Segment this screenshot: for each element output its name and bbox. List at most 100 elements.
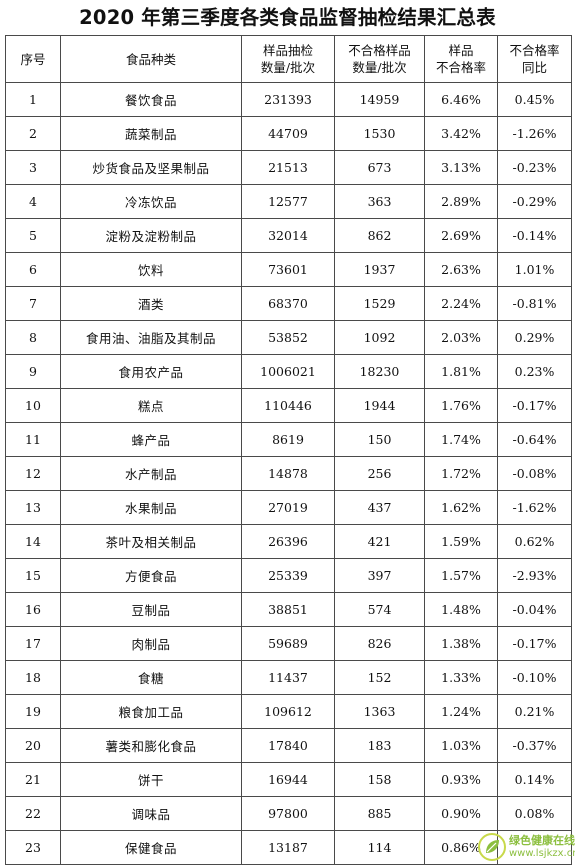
table-row: 10 糕点 110446 1944 1.76% -0.17% — [5, 388, 572, 423]
table-row: 13 水果制品 27019 437 1.62% -1.62% — [5, 490, 572, 525]
cell-yoy: 0.45% — [497, 82, 572, 117]
cell-yoy: 1.01% — [497, 252, 572, 287]
table-row: 8 食用油、油脂及其制品 53852 1092 2.03% 0.29% — [5, 320, 572, 355]
table-row: 7 酒类 68370 1529 2.24% -0.81% — [5, 286, 572, 321]
cell-category: 炒货食品及坚果制品 — [60, 150, 242, 185]
cell-rate: 1.74% — [424, 422, 498, 457]
cell-failed: 574 — [334, 592, 425, 627]
leaf-logo-icon — [478, 833, 506, 861]
header-failed-line1: 不合格样品 — [348, 43, 411, 58]
cell-failed: 256 — [334, 456, 425, 491]
cell-samples: 14878 — [241, 456, 335, 491]
cell-index: 3 — [5, 150, 61, 185]
table-row: 19 粮食加工品 109612 1363 1.24% 0.21% — [5, 694, 572, 729]
cell-rate: 1.24% — [424, 694, 498, 729]
header-yoy: 不合格率 同比 — [497, 35, 572, 83]
cell-rate: 6.46% — [424, 82, 498, 117]
cell-samples: 97800 — [241, 796, 335, 831]
cell-failed: 363 — [334, 184, 425, 219]
cell-index: 17 — [5, 626, 61, 661]
cell-yoy: -0.29% — [497, 184, 572, 219]
cell-rate: 1.81% — [424, 354, 498, 389]
header-category: 食品种类 — [60, 35, 242, 83]
cell-rate: 1.38% — [424, 626, 498, 661]
cell-failed: 437 — [334, 490, 425, 525]
cell-rate: 0.93% — [424, 762, 498, 797]
cell-failed: 18230 — [334, 354, 425, 389]
cell-yoy: -0.37% — [497, 728, 572, 763]
cell-rate: 2.03% — [424, 320, 498, 355]
cell-category: 调味品 — [60, 796, 242, 831]
header-failed-line2: 数量/批次 — [352, 60, 407, 75]
cell-category: 蜂产品 — [60, 422, 242, 457]
cell-yoy: -0.08% — [497, 456, 572, 491]
cell-samples: 26396 — [241, 524, 335, 559]
cell-failed: 1363 — [334, 694, 425, 729]
cell-failed: 152 — [334, 660, 425, 695]
cell-rate: 2.24% — [424, 286, 498, 321]
table-row: 15 方便食品 25339 397 1.57% -2.93% — [5, 558, 572, 593]
cell-rate: 3.13% — [424, 150, 498, 185]
cell-failed: 673 — [334, 150, 425, 185]
cell-rate: 1.72% — [424, 456, 498, 491]
header-samples-line2: 数量/批次 — [260, 60, 316, 75]
table-row: 20 薯类和膨化食品 17840 183 1.03% -0.37% — [5, 728, 572, 763]
cell-category: 淀粉及淀粉制品 — [60, 218, 242, 253]
page-title: 2020 年第三季度各类食品监督抽检结果汇总表 — [79, 6, 496, 29]
cell-samples: 109612 — [241, 694, 335, 729]
cell-category: 食用油、油脂及其制品 — [60, 320, 242, 355]
cell-failed: 150 — [334, 422, 425, 457]
cell-index: 2 — [5, 116, 61, 151]
cell-failed: 1937 — [334, 252, 425, 287]
cell-samples: 1006021 — [241, 354, 335, 389]
cell-category: 保健食品 — [60, 830, 242, 865]
cell-yoy: -0.17% — [497, 388, 572, 423]
header-samples: 样品抽检 数量/批次 — [241, 35, 335, 83]
cell-category: 食用农产品 — [60, 354, 242, 389]
cell-category: 肉制品 — [60, 626, 242, 661]
cell-category: 饮料 — [60, 252, 242, 287]
cell-yoy: -0.17% — [497, 626, 572, 661]
cell-index: 11 — [5, 422, 61, 457]
cell-yoy: 0.21% — [497, 694, 572, 729]
cell-category: 冷冻饮品 — [60, 184, 242, 219]
cell-samples: 38851 — [241, 592, 335, 627]
cell-samples: 44709 — [241, 116, 335, 151]
cell-failed: 885 — [334, 796, 425, 831]
cell-failed: 14959 — [334, 82, 425, 117]
cell-index: 15 — [5, 558, 61, 593]
cell-category: 糕点 — [60, 388, 242, 423]
cell-index: 22 — [5, 796, 61, 831]
inspection-summary-table: 序号 食品种类 样品抽检 数量/批次 不合格样品 数量/批次 样品 不合格率 不… — [5, 35, 572, 865]
cell-yoy: 0.14% — [497, 762, 572, 797]
cell-failed: 183 — [334, 728, 425, 763]
cell-failed: 1530 — [334, 116, 425, 151]
cell-yoy — [497, 830, 572, 865]
cell-index: 16 — [5, 592, 61, 627]
cell-samples: 27019 — [241, 490, 335, 525]
cell-category: 水果制品 — [60, 490, 242, 525]
cell-samples: 68370 — [241, 286, 335, 321]
cell-index: 8 — [5, 320, 61, 355]
table-row: 23 保健食品 13187 114 0.86% — [5, 830, 572, 865]
cell-yoy: -0.23% — [497, 150, 572, 185]
cell-index: 5 — [5, 218, 61, 253]
table-row: 6 饮料 73601 1937 2.63% 1.01% — [5, 252, 572, 287]
cell-failed: 1944 — [334, 388, 425, 423]
cell-failed: 114 — [334, 830, 425, 865]
cell-category: 豆制品 — [60, 592, 242, 627]
table-row: 18 食糖 11437 152 1.33% -0.10% — [5, 660, 572, 695]
cell-samples: 8619 — [241, 422, 335, 457]
watermark: 绿色健康在线 www.lsjkzx.cn — [477, 829, 575, 865]
cell-rate: 1.59% — [424, 524, 498, 559]
header-failed: 不合格样品 数量/批次 — [334, 35, 425, 83]
cell-yoy: -0.10% — [497, 660, 572, 695]
table-body: 1 餐饮食品 231393 14959 6.46% 0.45% 2 蔬菜制品 44709 1530… — [5, 82, 572, 865]
cell-yoy: 0.62% — [497, 524, 572, 559]
table-row: 9 食用农产品 1006021 18230 1.81% 0.23% — [5, 354, 572, 389]
cell-failed: 1529 — [334, 286, 425, 321]
cell-failed: 397 — [334, 558, 425, 593]
cell-index: 9 — [5, 354, 61, 389]
cell-category: 粮食加工品 — [60, 694, 242, 729]
cell-index: 14 — [5, 524, 61, 559]
